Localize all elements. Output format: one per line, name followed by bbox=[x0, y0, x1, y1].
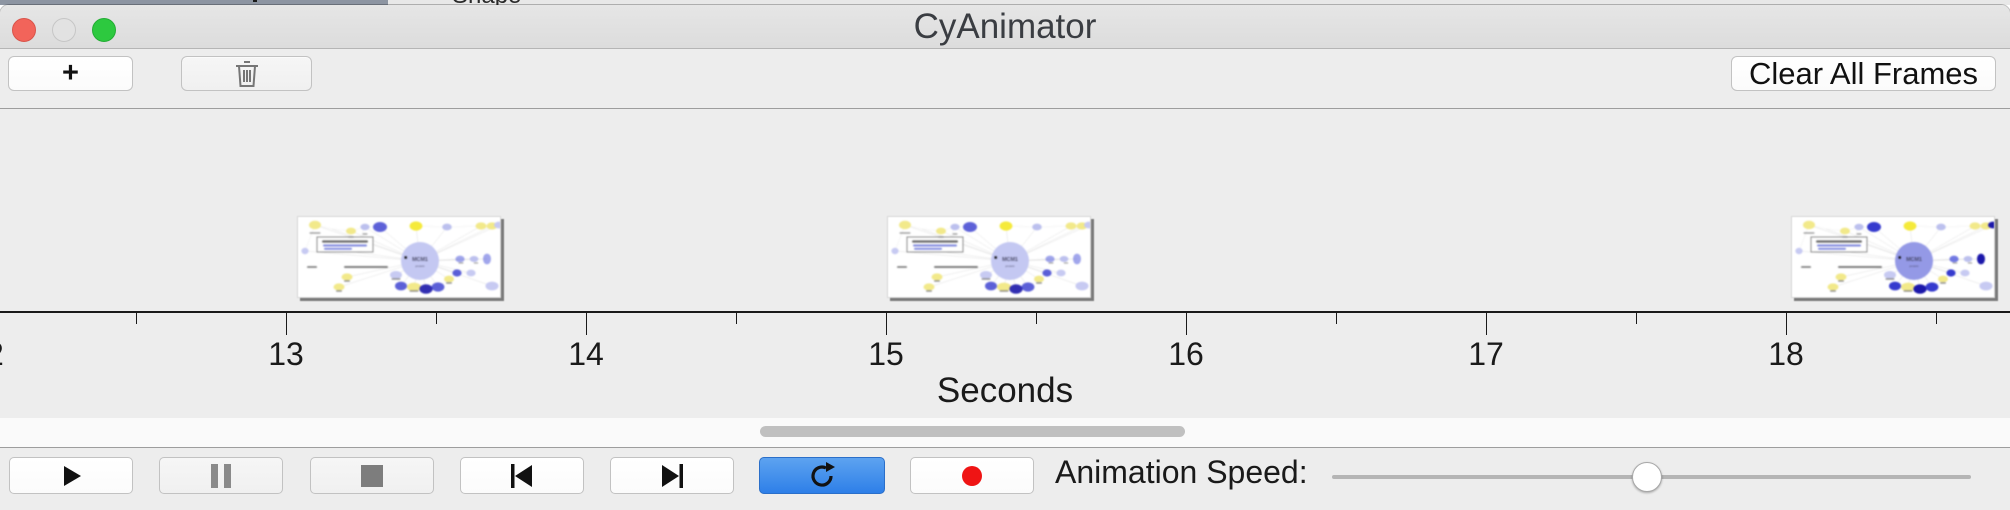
svg-text:MCM1: MCM1 bbox=[412, 257, 428, 263]
svg-text:protein: protein bbox=[1005, 264, 1015, 268]
svg-text:protein: protein bbox=[415, 264, 425, 268]
svg-text:MCM1: MCM1 bbox=[1002, 257, 1018, 263]
svg-text:MCM1: MCM1 bbox=[1906, 257, 1922, 263]
svg-text:protein: protein bbox=[1909, 264, 1919, 268]
